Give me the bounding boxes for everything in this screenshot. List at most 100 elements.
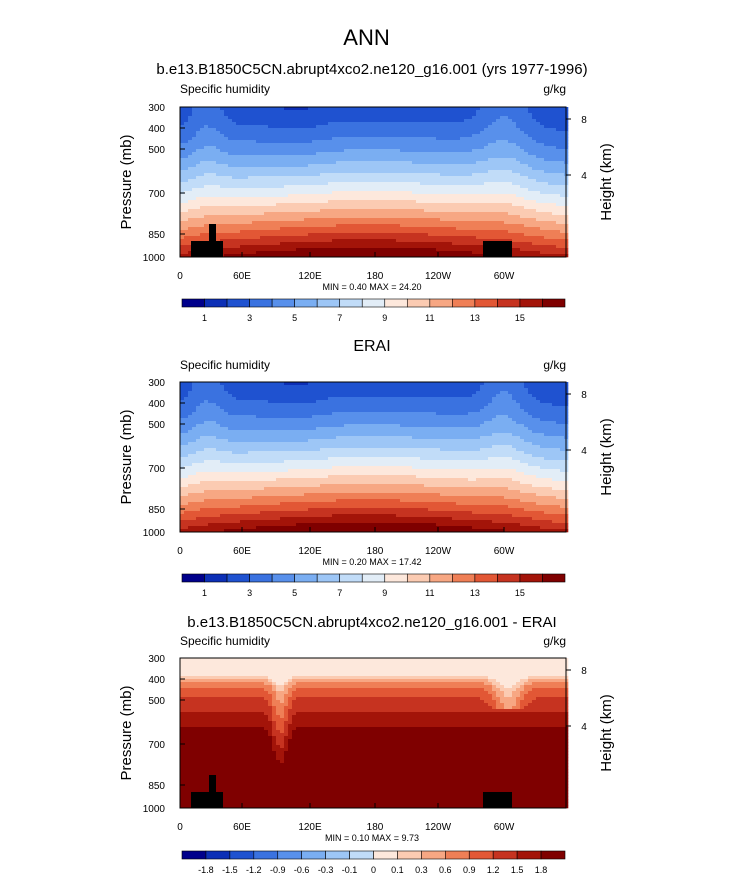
contour-cell	[420, 143, 425, 147]
contour-cell	[296, 140, 301, 144]
contour-cell	[408, 176, 413, 180]
contour-cell	[332, 137, 337, 141]
contour-cell	[252, 242, 257, 246]
contour-cell	[248, 146, 253, 150]
contour-cell	[408, 221, 413, 225]
contour-cell	[536, 218, 541, 222]
contour-cell	[508, 191, 513, 195]
contour-cell	[276, 131, 281, 135]
contour-cell	[468, 197, 473, 201]
contour-cell	[224, 382, 229, 386]
contour-cell	[240, 233, 245, 237]
contour-cell	[412, 224, 417, 228]
contour-cell	[524, 239, 529, 243]
contour-cell	[400, 182, 405, 186]
contour-cell	[432, 125, 437, 129]
contour-cell	[448, 227, 453, 231]
contour-cell	[316, 113, 321, 117]
contour-cell	[372, 251, 377, 255]
contour-cell	[304, 107, 309, 111]
contour-cell	[492, 167, 497, 171]
contour-cell	[364, 233, 369, 237]
contour-cell	[256, 203, 261, 207]
contour-cell	[408, 182, 413, 186]
contour-cell	[384, 224, 389, 228]
contour-cell	[444, 176, 449, 180]
contour-cell	[432, 233, 437, 237]
contour-cell	[400, 218, 405, 222]
contour-cell	[536, 248, 541, 252]
contour-cell	[384, 188, 389, 192]
contour-cell	[224, 188, 229, 192]
contour-cell	[372, 164, 377, 168]
contour-cell	[480, 134, 485, 138]
contour-cell	[272, 251, 277, 255]
contour-cell	[520, 185, 525, 189]
contour-cell	[396, 224, 401, 228]
contour-cell	[412, 149, 417, 153]
contour-cell	[420, 209, 425, 213]
contour-cell	[348, 242, 353, 246]
contour-cell	[336, 203, 341, 207]
contour-cell	[520, 128, 525, 132]
contour-cell	[560, 116, 565, 120]
contour-cell	[400, 176, 405, 180]
contour-cell	[396, 110, 401, 114]
contour-cell	[476, 179, 481, 183]
contour-cell	[304, 173, 309, 177]
contour-cell	[448, 125, 453, 129]
contour-cell	[256, 170, 261, 174]
contour-cell	[232, 206, 237, 210]
contour-cell	[240, 221, 245, 225]
contour-cell	[280, 137, 285, 141]
contour-cell	[180, 152, 185, 156]
contour-cell	[308, 224, 313, 228]
contour-cell	[392, 227, 397, 231]
contour-cell	[516, 206, 521, 210]
contour-cell	[364, 215, 369, 219]
contour-cell	[464, 382, 469, 386]
contour-cell	[396, 236, 401, 240]
contour-cell	[280, 254, 285, 258]
contour-cell	[512, 110, 517, 114]
contour-cell	[400, 185, 405, 189]
contour-cell	[544, 158, 549, 162]
contour-cell	[352, 203, 357, 207]
contour-cell	[372, 155, 377, 159]
contour-cell	[384, 173, 389, 177]
contour-cell	[400, 167, 405, 171]
contour-cell	[444, 167, 449, 171]
contour-cell	[412, 254, 417, 258]
contour-cell	[516, 212, 521, 216]
contour-cell	[316, 182, 321, 186]
contour-cell	[244, 382, 249, 386]
contour-cell	[468, 239, 473, 243]
contour-cell	[512, 116, 517, 120]
contour-cell	[312, 239, 317, 243]
contour-cell	[552, 155, 557, 159]
contour-cell	[456, 146, 461, 150]
contour-cell	[428, 245, 433, 249]
y-tick-label: 700	[148, 189, 165, 200]
contour-cell	[452, 113, 457, 117]
contour-cell	[316, 382, 321, 386]
contour-cell	[340, 251, 345, 255]
contour-cell	[440, 227, 445, 231]
contour-cell	[468, 227, 473, 231]
contour-cell	[272, 227, 277, 231]
contour-cell	[508, 179, 513, 183]
contour-cell	[196, 119, 201, 123]
contour-cell	[488, 218, 493, 222]
contour-cell	[520, 134, 525, 138]
contour-cell	[276, 161, 281, 165]
contour-cell	[464, 200, 469, 204]
contour-cell	[460, 116, 465, 120]
contour-cell	[260, 233, 265, 237]
contour-cell	[364, 131, 369, 135]
contour-cell	[520, 236, 525, 240]
contour-cell	[228, 107, 233, 111]
contour-cell	[560, 122, 565, 126]
contour-cell	[556, 152, 561, 156]
contour-cell	[364, 230, 369, 234]
contour-cell	[472, 239, 477, 243]
